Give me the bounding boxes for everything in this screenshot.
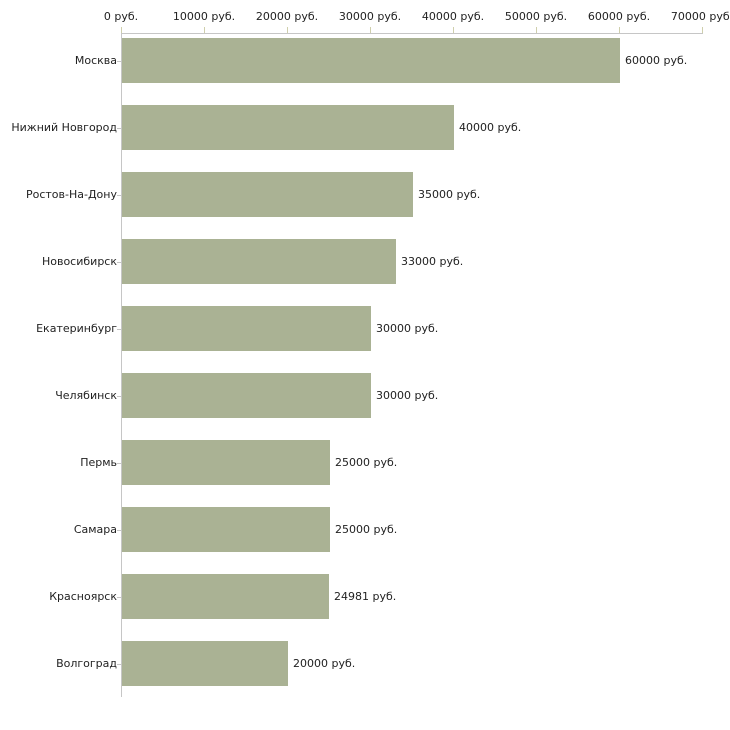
value-label: 40000 руб.	[459, 120, 522, 134]
value-label: 25000 руб.	[335, 455, 398, 469]
x-axis-tick-mark	[370, 27, 371, 34]
x-axis-tick-mark	[121, 27, 122, 34]
value-label: 60000 руб.	[625, 53, 688, 67]
value-label: 24981 руб.	[334, 589, 397, 603]
value-label: 20000 руб.	[293, 656, 356, 670]
x-axis-tick-mark	[536, 27, 537, 34]
y-axis-tick-mark	[117, 596, 122, 598]
y-axis-tick-mark	[117, 663, 122, 665]
category-label: Красноярск	[49, 589, 117, 603]
bar	[122, 38, 620, 83]
x-axis-tick-label: 50000 руб.	[504, 10, 568, 23]
category-label: Новосибирск	[41, 254, 117, 268]
category-label: Челябинск	[55, 388, 117, 402]
bar	[122, 172, 413, 217]
x-axis-tick-label: 60000 руб.	[587, 10, 651, 23]
x-axis-tick-label: 40000 руб.	[421, 10, 485, 23]
x-axis-tick-label: 10000 руб.	[172, 10, 236, 23]
x-axis-tick-mark	[619, 27, 620, 34]
y-axis-tick-mark	[117, 60, 122, 62]
category-label: Екатеринбург	[36, 321, 117, 335]
bar	[122, 641, 288, 686]
category-label: Нижний Новгород	[11, 120, 117, 134]
y-axis-tick-mark	[117, 529, 122, 531]
value-label: 33000 руб.	[401, 254, 464, 268]
y-axis-line	[121, 33, 122, 697]
y-axis-tick-mark	[117, 261, 122, 263]
x-axis-tick-mark	[204, 27, 205, 34]
y-axis-tick-mark	[117, 194, 122, 196]
bar	[122, 306, 371, 351]
value-label: 30000 руб.	[376, 321, 439, 335]
x-axis-tick-mark	[453, 27, 454, 34]
category-label: Ростов-На-Дону	[25, 187, 117, 201]
x-axis-tick-label: 0 руб.	[103, 10, 139, 23]
y-axis-tick-mark	[117, 127, 122, 129]
bar	[122, 440, 330, 485]
x-axis-tick-label: 30000 руб.	[338, 10, 402, 23]
y-axis-tick-mark	[117, 395, 122, 397]
value-label: 35000 руб.	[418, 187, 481, 201]
x-axis-line	[121, 33, 703, 34]
category-label: Волгоград	[56, 656, 117, 670]
y-axis-tick-mark	[117, 328, 122, 330]
y-axis-tick-mark	[117, 462, 122, 464]
category-label: Самара	[73, 522, 117, 536]
bar	[122, 574, 329, 619]
x-axis-tick-mark	[702, 27, 703, 34]
bar	[122, 373, 371, 418]
value-label: 30000 руб.	[376, 388, 439, 402]
bar	[122, 105, 454, 150]
category-label: Пермь	[80, 455, 117, 469]
bar	[122, 239, 396, 284]
category-label: Москва	[74, 53, 117, 67]
value-label: 25000 руб.	[335, 522, 398, 536]
x-axis-tick-mark	[287, 27, 288, 34]
bar	[122, 507, 330, 552]
x-axis-tick-label: 70000 руб.	[670, 10, 730, 23]
x-axis-tick-label: 20000 руб.	[255, 10, 319, 23]
